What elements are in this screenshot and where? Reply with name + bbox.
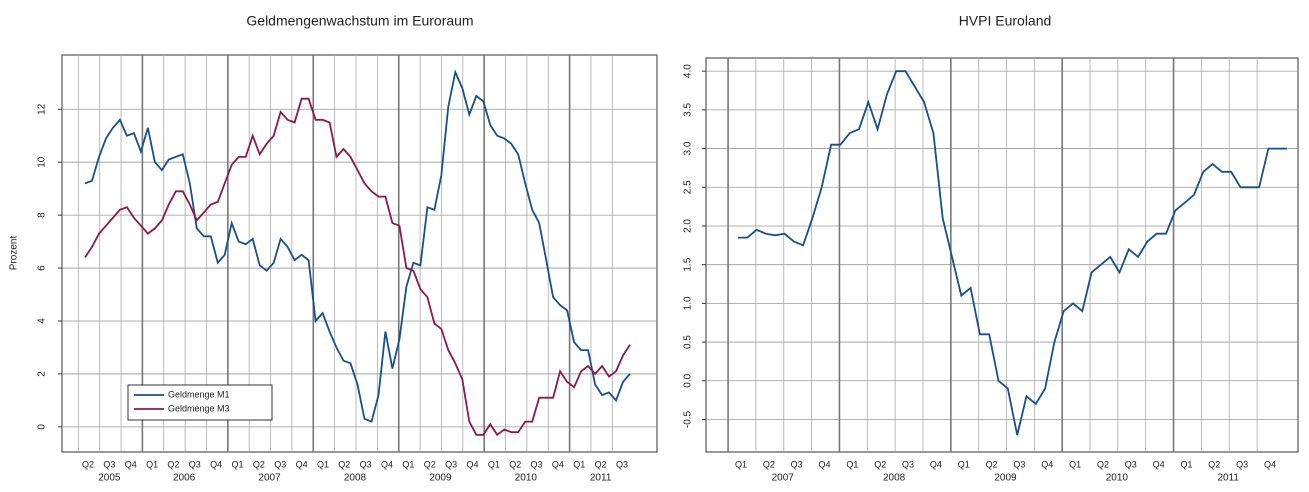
- year-label: 2007: [258, 473, 281, 484]
- year-label: 2007: [772, 473, 795, 484]
- y-tick-label: 10: [37, 156, 48, 168]
- x-tick-label: Q4: [1264, 459, 1276, 469]
- x-tick-label: Q2: [509, 459, 521, 469]
- x-tick-label: Q1: [573, 459, 585, 469]
- x-tick-label: Q1: [958, 459, 970, 469]
- x-tick-label: Q2: [1208, 459, 1220, 469]
- x-tick-label: Q3: [902, 459, 914, 469]
- x-tick-label: Q3: [103, 459, 115, 469]
- y-tick-label: 0.5: [683, 335, 694, 349]
- x-tick-label: Q1: [1069, 459, 1081, 469]
- x-tick-label: Q1: [146, 459, 158, 469]
- data-line: [84, 69, 631, 423]
- x-tick-label: Q1: [317, 459, 329, 469]
- x-tick-label: Q4: [381, 459, 393, 469]
- y-tick-label: 12: [37, 103, 48, 115]
- year-label: 2010: [1106, 473, 1129, 484]
- x-tick-label: Q1: [402, 459, 414, 469]
- y-tick-label: 2: [37, 371, 48, 377]
- year-label: 2008: [883, 473, 906, 484]
- year-label: 2005: [98, 473, 121, 484]
- x-tick-label: Q1: [1180, 459, 1192, 469]
- x-tick-label: Q4: [1153, 459, 1165, 469]
- x-tick-label: Q4: [466, 459, 478, 469]
- x-tick-label: Q2: [424, 459, 436, 469]
- x-tick-label: Q2: [1097, 459, 1109, 469]
- x-tick-label: Q3: [1236, 459, 1248, 469]
- x-tick-label: Q3: [616, 459, 628, 469]
- y-tick-label: 2.5: [683, 180, 694, 194]
- y-tick-label: 1.5: [683, 257, 694, 271]
- x-tick-label: Q2: [167, 459, 179, 469]
- x-tick-label: Q4: [930, 459, 942, 469]
- x-tick-label: Q2: [82, 459, 94, 469]
- y-tick-label: 4: [37, 318, 48, 324]
- y-tick-label: 3.5: [683, 102, 694, 116]
- x-tick-label: Q3: [791, 459, 803, 469]
- y-tick-label: 0: [37, 424, 48, 430]
- x-tick-label: Q3: [531, 459, 543, 469]
- year-label: 2009: [429, 473, 452, 484]
- x-tick-label: Q3: [445, 459, 457, 469]
- chart-title: HVPI Euroland: [959, 13, 1052, 29]
- y-tick-label: 8: [37, 212, 48, 218]
- x-tick-label: Q2: [595, 459, 607, 469]
- x-tick-label: Q4: [552, 459, 564, 469]
- x-tick-label: Q2: [253, 459, 265, 469]
- x-tick-label: Q3: [274, 459, 286, 469]
- year-label: 2010: [515, 473, 538, 484]
- x-tick-label: Q4: [125, 459, 137, 469]
- y-axis-label: Prozent: [9, 236, 20, 271]
- x-tick-label: Q2: [874, 459, 886, 469]
- y-tick-label: 0.0: [683, 373, 694, 387]
- x-tick-label: Q3: [360, 459, 372, 469]
- x-tick-label: Q2: [763, 459, 775, 469]
- x-tick-label: Q1: [488, 459, 500, 469]
- x-tick-label: Q4: [819, 459, 831, 469]
- x-tick-label: Q3: [1125, 459, 1137, 469]
- y-tick-label: 2.0: [683, 219, 694, 233]
- y-tick-label: 4.0: [683, 64, 694, 78]
- year-label: 2008: [344, 473, 367, 484]
- x-tick-label: Q1: [232, 459, 244, 469]
- chart-title: Geldmengenwachstum im Euroraum: [246, 13, 473, 29]
- x-tick-label: Q3: [189, 459, 201, 469]
- y-tick-label: 1.0: [683, 296, 694, 310]
- year-label: 2006: [173, 473, 196, 484]
- year-label: 2011: [1217, 473, 1239, 484]
- plot-area: [61, 54, 658, 453]
- y-tick-label: 6: [37, 265, 48, 271]
- x-tick-label: Q1: [735, 459, 747, 469]
- data-line: [738, 70, 1287, 436]
- x-tick-label: Q4: [296, 459, 308, 469]
- x-tick-label: Q3: [1013, 459, 1025, 469]
- y-tick-label: 3.0: [683, 141, 694, 155]
- x-tick-label: Q4: [1041, 459, 1053, 469]
- x-tick-label: Q1: [846, 459, 858, 469]
- x-tick-label: Q4: [210, 459, 222, 469]
- legend-label: Geldmenge M1: [168, 389, 230, 399]
- y-tick-label: -0.5: [683, 410, 694, 428]
- data-line: [84, 97, 631, 437]
- year-label: 2009: [994, 473, 1017, 484]
- year-label: 2011: [590, 473, 612, 484]
- x-tick-label: Q2: [986, 459, 998, 469]
- legend-box: [127, 384, 273, 421]
- legend-label: Geldmenge M3: [168, 403, 230, 413]
- x-tick-label: Q2: [338, 459, 350, 469]
- plot-area: [705, 57, 1299, 453]
